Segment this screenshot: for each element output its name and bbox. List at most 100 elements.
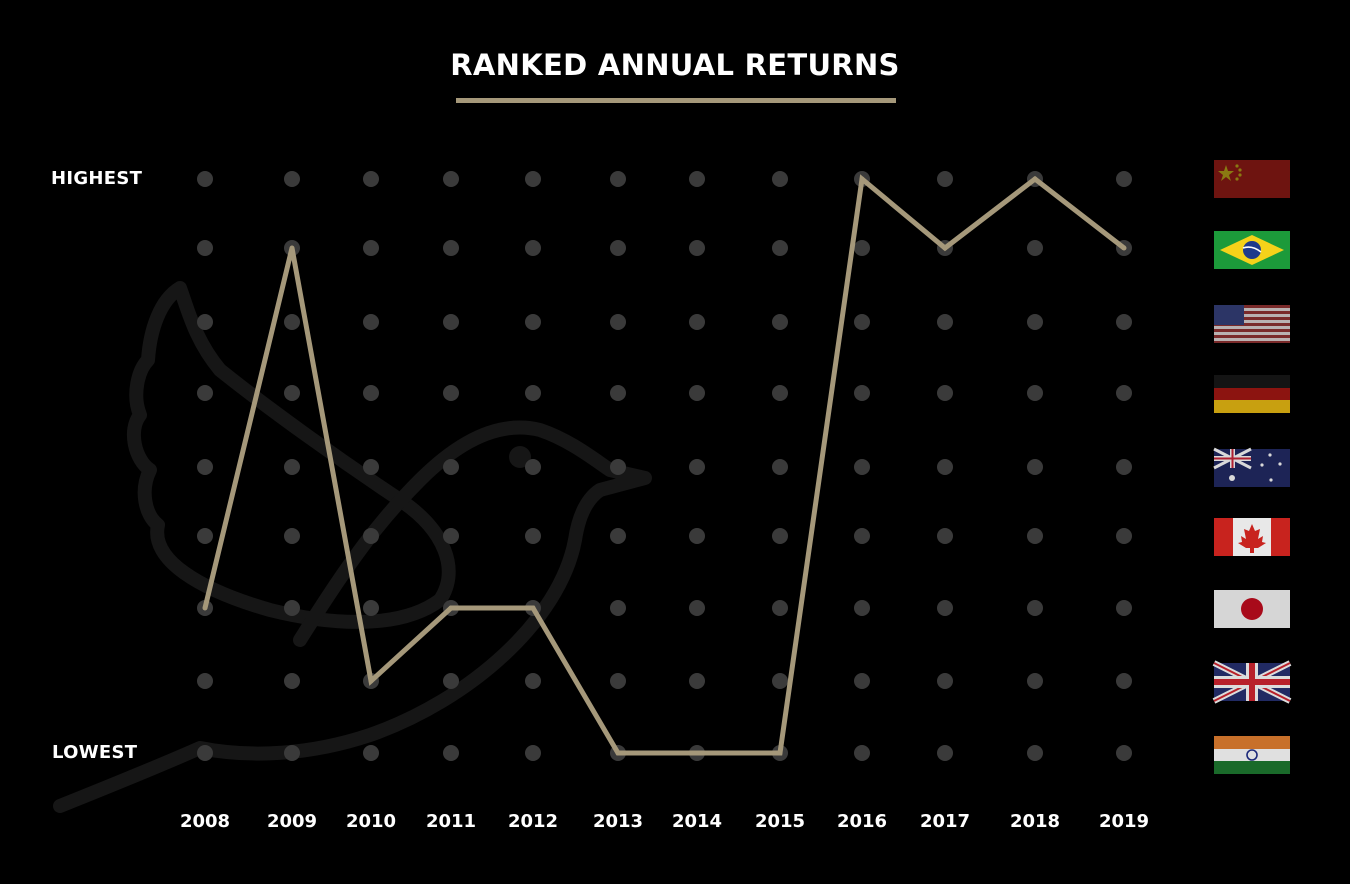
grid-dot	[363, 600, 379, 616]
x-tick-label-2009: 2009	[267, 811, 317, 832]
grid-dot	[854, 459, 870, 475]
grid-dot	[443, 745, 459, 761]
grid-dot	[363, 314, 379, 330]
lowest-label: LOWEST	[52, 742, 138, 763]
data-point-2011	[448, 605, 454, 611]
data-point-2008	[202, 605, 208, 611]
chart-title-wrap: RANKED ANNUAL RETURNS	[0, 48, 1350, 82]
grid-dot	[1027, 600, 1043, 616]
grid-dot	[443, 240, 459, 256]
grid-dot	[610, 171, 626, 187]
grid-dot	[1027, 314, 1043, 330]
grid-dot	[284, 673, 300, 689]
grid-dot	[525, 528, 541, 544]
grid-dot	[937, 385, 953, 401]
grid-dot	[1027, 528, 1043, 544]
grid-dot	[854, 240, 870, 256]
grid-dot	[854, 745, 870, 761]
data-point-2009	[289, 245, 295, 251]
grid-dot	[363, 240, 379, 256]
grid-dot	[284, 459, 300, 475]
x-tick-label-2012: 2012	[508, 811, 558, 832]
grid-dot	[1027, 673, 1043, 689]
grid-dot	[772, 673, 788, 689]
grid-dot	[854, 528, 870, 544]
x-tick-label-2018: 2018	[1010, 811, 1060, 832]
grid-dot	[854, 600, 870, 616]
grid-dot	[443, 528, 459, 544]
grid-dot	[197, 314, 213, 330]
data-point-2013	[615, 750, 621, 756]
grid-dot	[689, 385, 705, 401]
grid-dot	[937, 745, 953, 761]
grid-dot	[689, 673, 705, 689]
grid-dot	[525, 385, 541, 401]
series-points	[202, 176, 1127, 756]
grid-dot	[854, 385, 870, 401]
data-point-2012	[530, 605, 536, 611]
india-flag-icon	[1214, 736, 1290, 774]
grid-dot	[284, 600, 300, 616]
chart-title: RANKED ANNUAL RETURNS	[450, 48, 900, 82]
brazil-flag-icon	[1214, 231, 1290, 269]
grid-dot	[689, 171, 705, 187]
grid-dot	[610, 385, 626, 401]
grid-dot	[197, 385, 213, 401]
grid-dot	[772, 314, 788, 330]
series-line	[202, 174, 1126, 756]
grid-dot	[525, 459, 541, 475]
grid-dot	[1116, 528, 1132, 544]
grid-dot	[1116, 314, 1132, 330]
china-flag-icon	[1214, 160, 1290, 198]
grid-dot	[610, 240, 626, 256]
title-underline	[456, 98, 896, 103]
grid-dot	[854, 673, 870, 689]
x-tick-label-2010: 2010	[346, 811, 396, 832]
grid-dot	[689, 314, 705, 330]
grid-dot	[363, 459, 379, 475]
grid-dot	[1027, 745, 1043, 761]
x-tick-label-2014: 2014	[672, 811, 722, 832]
grid-dot	[197, 673, 213, 689]
japan-flag-icon	[1214, 590, 1290, 628]
grid-dot	[525, 240, 541, 256]
grid-dot	[1116, 385, 1132, 401]
grid-dot	[197, 745, 213, 761]
germany-flag-icon	[1214, 375, 1290, 413]
grid-dot	[284, 528, 300, 544]
grid-dot	[610, 673, 626, 689]
grid-dot	[1116, 745, 1132, 761]
grid-dot	[937, 528, 953, 544]
x-tick-label-2008: 2008	[180, 811, 230, 832]
data-point-2010	[368, 678, 374, 684]
usa-flag-icon	[1214, 305, 1290, 343]
dot-grid	[197, 171, 1132, 761]
grid-dot	[689, 528, 705, 544]
highest-label: HIGHEST	[51, 168, 143, 189]
grid-dot	[197, 459, 213, 475]
grid-dot	[197, 171, 213, 187]
grid-dot	[525, 171, 541, 187]
data-point-2017	[942, 245, 948, 251]
grid-dot	[937, 459, 953, 475]
x-tick-label-2013: 2013	[593, 811, 643, 832]
x-tick-label-2017: 2017	[920, 811, 970, 832]
australia-flag-icon	[1213, 447, 1290, 487]
grid-dot	[525, 673, 541, 689]
bird-eye-icon	[509, 446, 531, 468]
grid-dot	[937, 314, 953, 330]
grid-dot	[525, 314, 541, 330]
grid-dot	[525, 745, 541, 761]
data-point-2016	[859, 176, 865, 182]
uk-flag-icon	[1212, 660, 1292, 704]
grid-dot	[363, 171, 379, 187]
grid-dot	[854, 314, 870, 330]
grid-dot	[772, 385, 788, 401]
grid-dot	[1116, 459, 1132, 475]
grid-dot	[610, 528, 626, 544]
x-tick-label-2011: 2011	[426, 811, 476, 832]
grid-dot	[1027, 240, 1043, 256]
grid-dot	[363, 385, 379, 401]
x-tick-label-2015: 2015	[755, 811, 805, 832]
